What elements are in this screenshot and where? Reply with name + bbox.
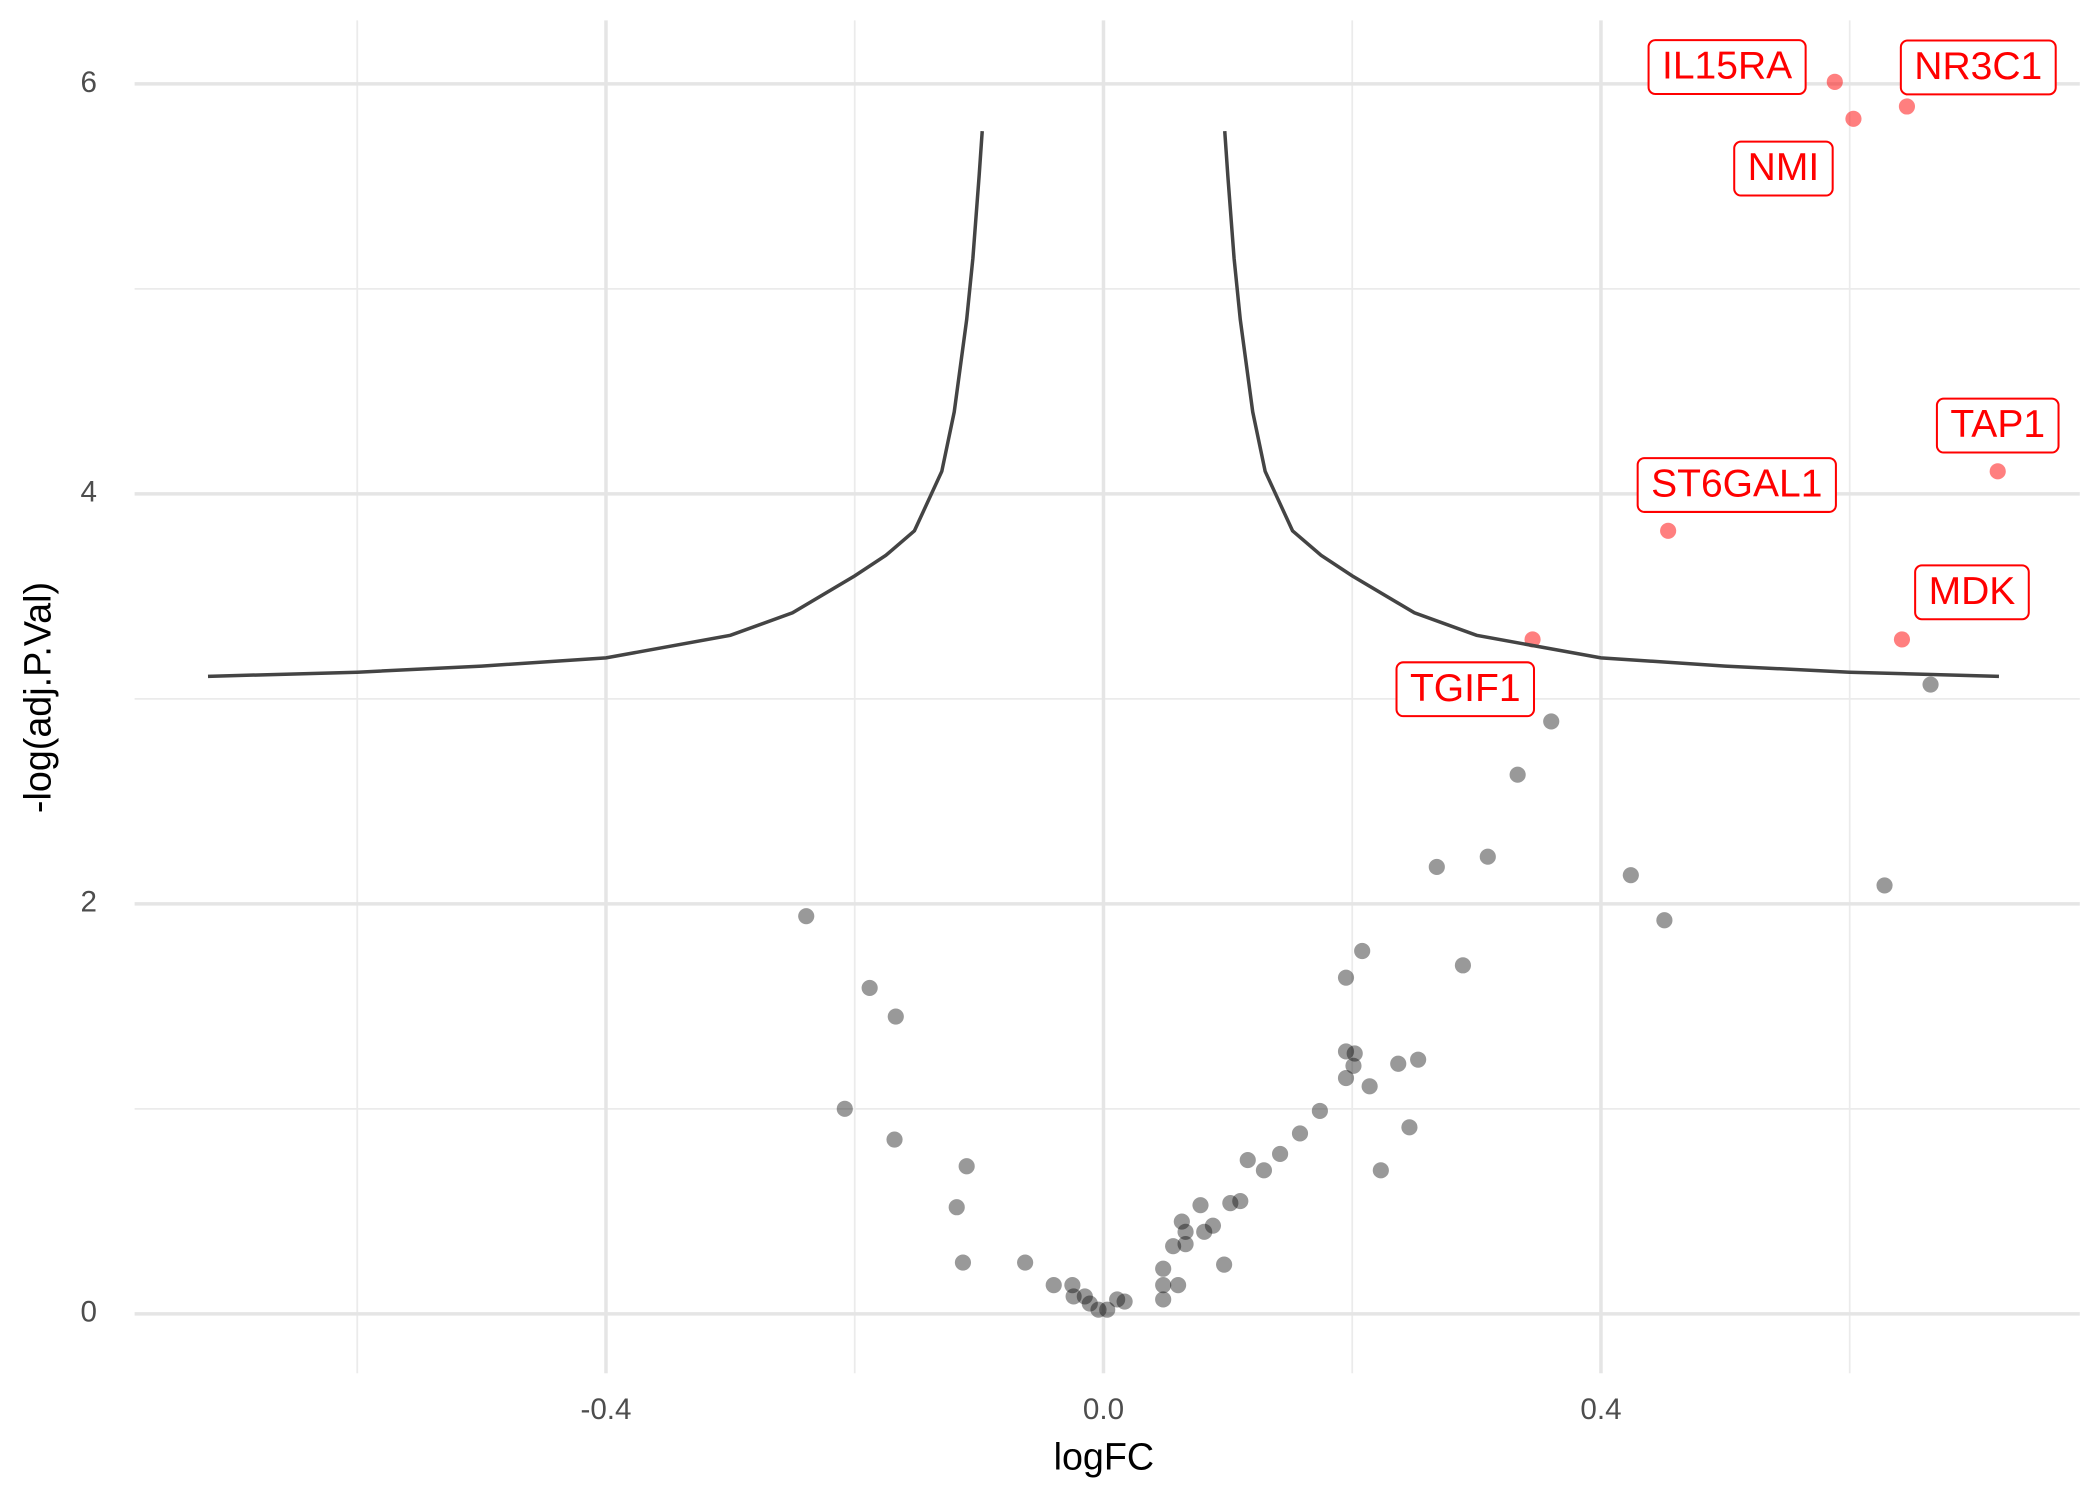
label-text: TGIF1	[1410, 667, 1521, 710]
point	[1222, 1195, 1239, 1212]
point	[886, 1131, 903, 1148]
point-label: IL15RA	[1647, 39, 1807, 96]
label-text: MDK	[1929, 570, 2016, 613]
point	[1346, 1045, 1363, 1062]
point	[1345, 1057, 1362, 1074]
point	[1109, 1291, 1126, 1308]
point	[1090, 1301, 1107, 1318]
point-label: NR3C1	[1899, 39, 2057, 96]
point	[1361, 1078, 1378, 1095]
point-label: TAP1	[1935, 397, 2060, 454]
point	[1826, 73, 1843, 90]
label-box	[1395, 661, 1536, 718]
point	[1337, 1043, 1355, 1060]
label-box	[1636, 457, 1837, 513]
x-tick-label: 0.4	[1580, 1393, 1621, 1426]
point	[1401, 1119, 1418, 1136]
point	[1076, 1288, 1093, 1305]
y-tick-label: 6	[80, 66, 96, 99]
point	[1893, 631, 1911, 648]
point	[1196, 1223, 1213, 1240]
point	[1204, 1217, 1222, 1234]
point	[1410, 1051, 1427, 1068]
point-label: ST6GAL1	[1636, 457, 1837, 513]
point	[1660, 522, 1677, 539]
point	[1192, 1197, 1209, 1214]
point	[1291, 1125, 1309, 1142]
x-tick-label: 0.0	[1083, 1393, 1124, 1426]
point	[1099, 1301, 1116, 1318]
point	[954, 1254, 972, 1271]
label-box	[1914, 564, 2030, 621]
point	[1845, 110, 1862, 127]
point	[1337, 1070, 1355, 1087]
y-axis-title: -log(adj.P.Val)	[16, 582, 58, 813]
label-box	[1899, 39, 2057, 96]
y-tick-label: 0	[80, 1296, 96, 1329]
point	[1354, 942, 1371, 960]
point	[1216, 1256, 1233, 1273]
label-text: IL15RA	[1662, 45, 1792, 88]
point	[1170, 1277, 1187, 1294]
point	[1155, 1277, 1172, 1294]
point	[1479, 848, 1496, 865]
y-tick-label: 4	[80, 476, 96, 509]
point	[861, 979, 878, 996]
point	[958, 1158, 975, 1175]
point	[887, 1008, 904, 1025]
point	[1922, 676, 1939, 693]
label-text: NR3C1	[1914, 45, 2042, 88]
point	[1165, 1238, 1182, 1255]
point	[1116, 1293, 1133, 1310]
point	[1989, 463, 2006, 480]
point	[1543, 713, 1560, 730]
point	[1239, 1152, 1256, 1169]
point	[1177, 1236, 1194, 1253]
point	[1656, 912, 1673, 929]
point	[836, 1100, 853, 1117]
point	[1232, 1193, 1249, 1210]
point	[1155, 1260, 1172, 1277]
point	[1155, 1291, 1172, 1308]
point	[1064, 1277, 1081, 1294]
x-axis-title: logFC	[1054, 1435, 1155, 1477]
point	[1454, 957, 1471, 974]
label-box	[1733, 140, 1834, 197]
point	[1372, 1162, 1389, 1179]
point	[1065, 1288, 1082, 1305]
point	[1045, 1277, 1062, 1294]
point	[1622, 867, 1639, 884]
point	[948, 1199, 965, 1216]
label-text: TAP1	[1950, 403, 2045, 446]
y-tick-label: 2	[80, 886, 96, 919]
point	[1173, 1213, 1190, 1230]
point	[1255, 1162, 1272, 1179]
point	[1898, 98, 1916, 115]
threshold-line	[207, 130, 2000, 679]
point	[1017, 1254, 1034, 1271]
point-label: TGIF1	[1395, 661, 1536, 718]
point-label: MDK	[1914, 564, 2030, 621]
point	[1876, 877, 1893, 894]
x-tick-label: -0.4	[580, 1393, 631, 1426]
point-label: NMI	[1733, 140, 1834, 197]
point	[1428, 858, 1445, 876]
label-box	[1935, 397, 2060, 454]
point	[1311, 1102, 1328, 1119]
point	[1177, 1223, 1194, 1240]
point	[1081, 1295, 1098, 1312]
point	[1337, 969, 1355, 986]
label-box	[1647, 39, 1807, 96]
point	[1390, 1055, 1407, 1072]
label-text: NMI	[1748, 146, 1820, 189]
point	[1272, 1145, 1289, 1163]
point	[1509, 766, 1526, 783]
label-text: ST6GAL1	[1651, 463, 1822, 506]
point	[798, 908, 815, 925]
